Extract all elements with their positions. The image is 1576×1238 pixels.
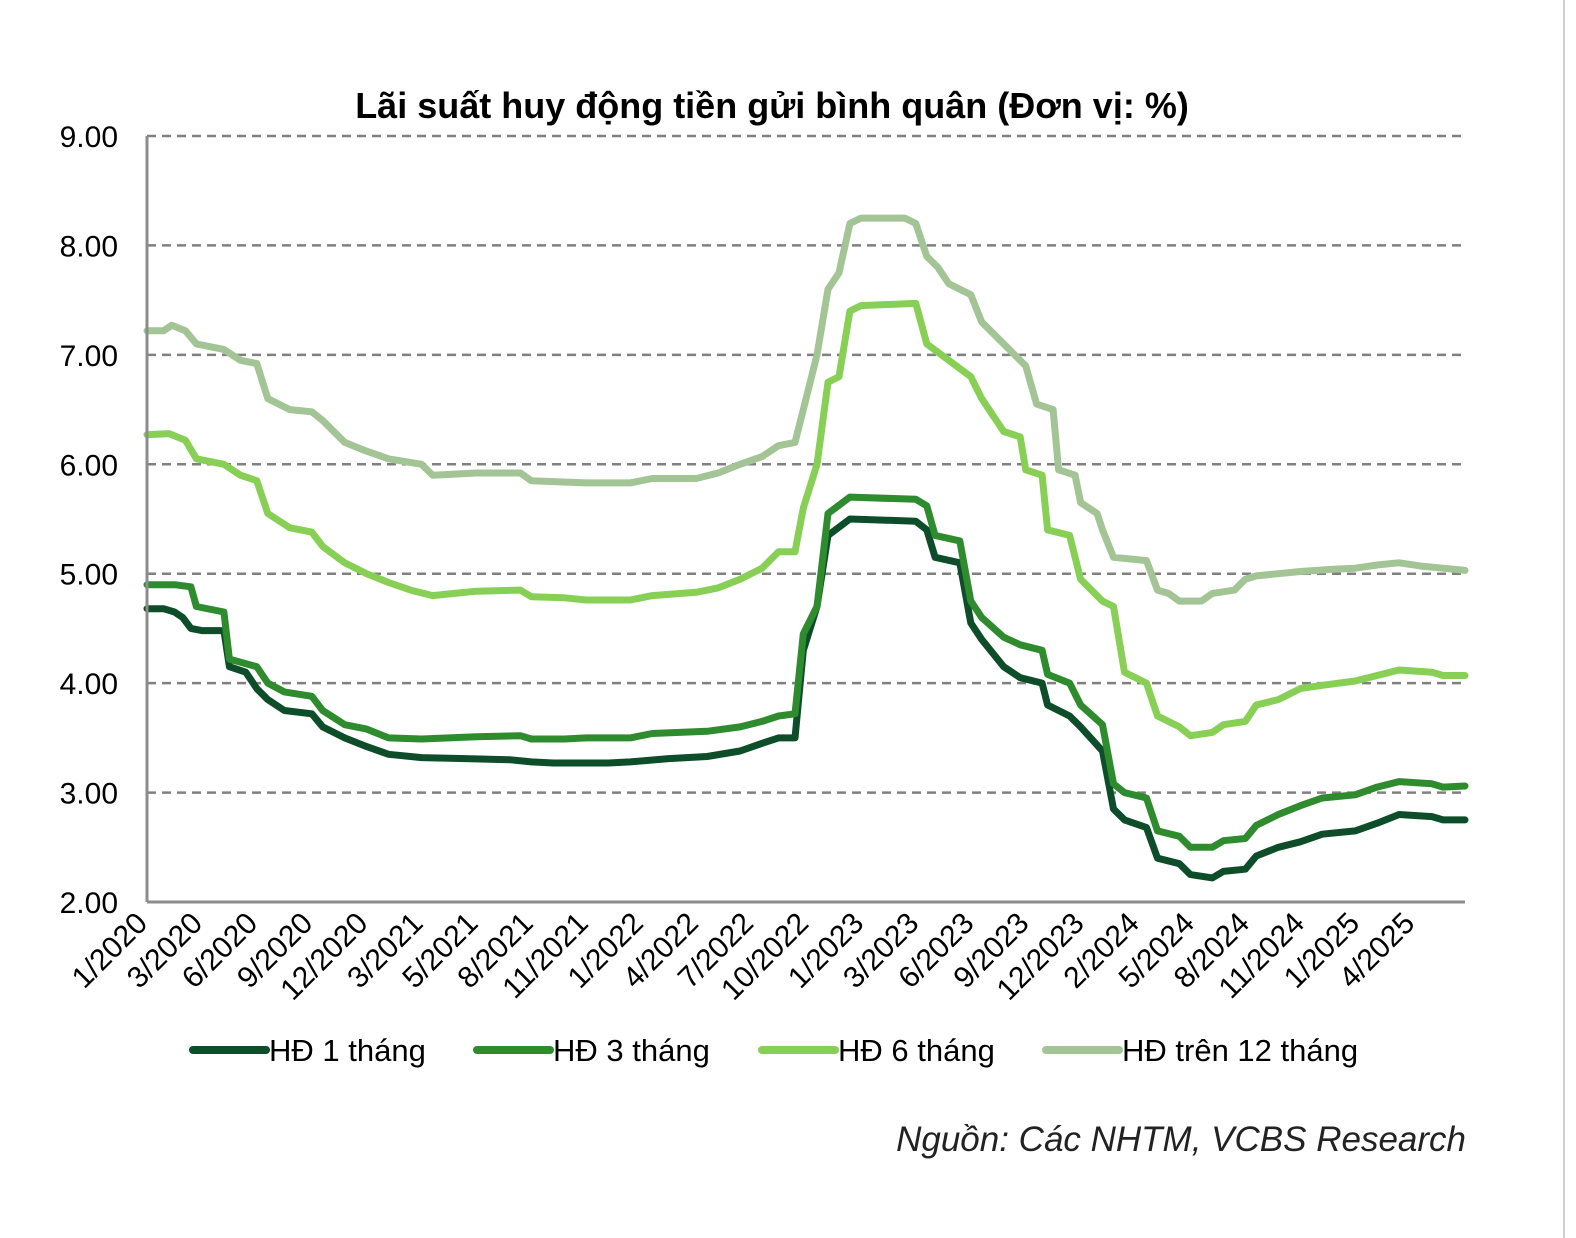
- grid-layer: [147, 134, 1465, 794]
- series-line-1: [143, 515, 1469, 882]
- y-tick-label: 2.00: [60, 887, 118, 920]
- legend-item: HĐ 1 tháng: [189, 1033, 426, 1068]
- legend-label: HĐ trên 12 tháng: [1122, 1033, 1358, 1068]
- source-note: Nguồn: Các NHTM, VCBS Research: [896, 1120, 1466, 1159]
- right-border-line: [1563, 0, 1565, 1238]
- y-tick-label: 5.00: [60, 559, 118, 592]
- legend-label: HĐ 6 tháng: [838, 1033, 995, 1068]
- y-tick-label: 9.00: [60, 121, 118, 154]
- y-tick-label: 6.00: [60, 449, 118, 482]
- axis-layer: [145, 136, 1465, 904]
- chart-title: Lãi suất huy động tiền gửi bình quân (Đơ…: [355, 85, 1189, 126]
- legend-label: HĐ 3 tháng: [553, 1033, 710, 1068]
- y-tick-label: 8.00: [60, 230, 118, 263]
- series-layer: [143, 214, 1469, 882]
- series-line-4: [143, 214, 1469, 605]
- y-tick-label: 3.00: [60, 778, 118, 811]
- series-line-3: [143, 299, 1469, 740]
- series-line-2: [143, 493, 1469, 851]
- legend-item: HĐ 6 tháng: [758, 1033, 995, 1068]
- legend: HĐ 1 tháng HĐ 3 tháng HĐ 6 tháng HĐ trên 12…: [189, 1033, 1358, 1068]
- legend-label: HĐ 1 tháng: [269, 1033, 426, 1068]
- legend-item: HĐ 3 tháng: [473, 1033, 710, 1068]
- legend-item: HĐ trên 12 tháng: [1042, 1033, 1358, 1068]
- x-axis-ticks: 1/20203/20206/20209/202012/20203/20215/2…: [66, 907, 1422, 1007]
- y-tick-label: 7.00: [60, 340, 118, 373]
- y-tick-label: 4.00: [60, 668, 118, 701]
- y-axis-ticks: 2.00 3.00 4.00 5.00 6.00 7.00 8.00 9.00: [60, 121, 118, 920]
